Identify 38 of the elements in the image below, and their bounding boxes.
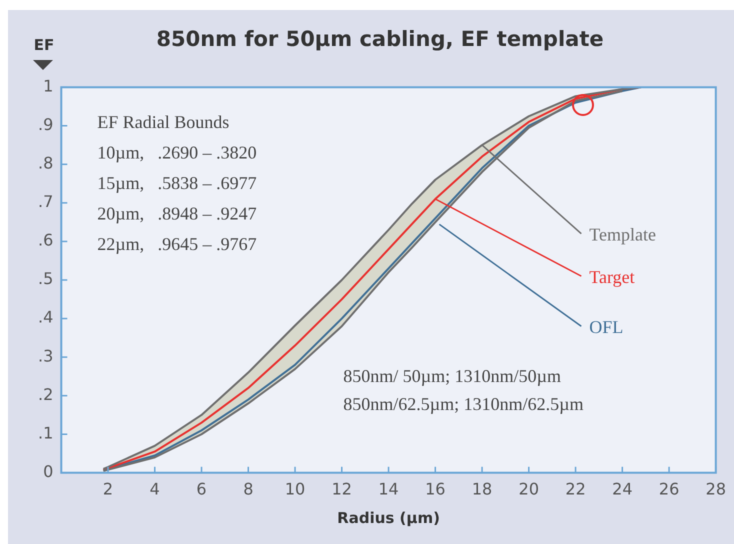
y-axis-title: EF: [32, 36, 56, 54]
y-tick-label: .9: [38, 114, 54, 134]
y-tick-label: .3: [38, 346, 54, 366]
x-tick-label: 4: [150, 480, 160, 499]
annotation: 20µm, .8948 – .9247: [97, 203, 257, 224]
x-tick-label: 22: [565, 480, 586, 499]
text: OFL: [589, 317, 624, 338]
annotation: EF Radial Bounds: [97, 112, 230, 132]
text: Template: [589, 224, 656, 244]
x-tick-label: 16: [425, 480, 446, 499]
y-tick-label: .4: [38, 308, 54, 327]
y-tick-label: .5: [38, 269, 54, 288]
x-tick-label: 2: [102, 480, 114, 499]
annotation: 10µm, .2690 – .3820: [97, 142, 257, 162]
annotation: 850nm/ 50µm; 1310nm/50µm: [343, 366, 562, 386]
x-tick-label: 28: [706, 480, 726, 499]
x-tick-label: 12: [332, 480, 352, 499]
x-axis-title: Radius (µm): [337, 508, 440, 527]
annotation: 15µm, .5838 – .6977: [97, 172, 257, 193]
y-tick-label: .7: [38, 192, 54, 212]
x-tick-label: 20: [518, 480, 539, 499]
y-tick-label: 0: [43, 462, 54, 481]
x-tick-label: 10: [284, 480, 306, 499]
chart-title: 850nm for 50µm cabling, EF template: [156, 27, 604, 52]
x-tick-label: 18: [472, 480, 492, 499]
annotation: 22µm, .9645 – .9767: [97, 234, 257, 254]
x-tick-label: 8: [243, 480, 254, 499]
x-tick-label: 24: [612, 480, 632, 499]
x-tick-label: 6: [196, 480, 207, 499]
annotation: 850nm/62.5µm; 1310nm/62.5µm: [343, 394, 584, 414]
y-tick-label: .6: [38, 230, 54, 250]
x-tick-label: 14: [378, 480, 399, 499]
text: Target: [589, 266, 635, 287]
y-tick-label: 1: [43, 76, 54, 96]
y-tick-label: .2: [38, 384, 54, 404]
y-tick-label: .1: [38, 423, 54, 442]
x-tick-label: 26: [658, 480, 680, 499]
y-tick-label: .8: [38, 153, 54, 172]
